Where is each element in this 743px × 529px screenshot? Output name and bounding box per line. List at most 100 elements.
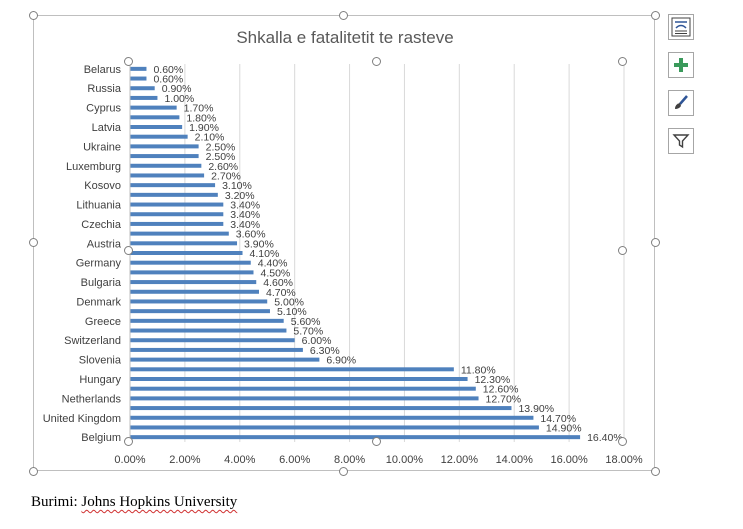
data-label: 0.60% (153, 64, 183, 76)
x-tick-label: 2.00% (169, 454, 200, 466)
resize-handle-top-left[interactable] (29, 11, 38, 20)
data-label: 3.40% (230, 219, 260, 231)
bar (130, 173, 205, 178)
chart-area[interactable]: Shkalla e fatalitetit te rasteve 0.00% 2.0… (33, 15, 655, 471)
category-label: Hungary (79, 374, 121, 386)
data-label: 2.60% (208, 161, 238, 173)
x-tick-label: 18.00% (605, 454, 643, 466)
plot-handle-left[interactable] (124, 246, 133, 255)
bar (130, 347, 303, 352)
add-chart-element-button[interactable] (668, 52, 694, 78)
data-label: 1.90% (189, 122, 219, 134)
bar (130, 105, 177, 110)
data-label: 1.70% (184, 103, 214, 115)
plot-handle-bottom-left[interactable] (124, 437, 133, 446)
data-label: 4.70% (266, 287, 296, 299)
resize-handle-left[interactable] (29, 238, 38, 247)
bar (130, 328, 287, 333)
category-label: Belarus (84, 64, 122, 76)
data-label: 12.60% (483, 384, 519, 396)
data-label: 4.40% (258, 258, 288, 270)
chart-title: Shkalla e fatalitetit te rasteve (236, 28, 453, 47)
category-label: Lithuania (76, 200, 122, 212)
bar (130, 396, 479, 401)
resize-handle-bottom[interactable] (339, 467, 348, 476)
bar (130, 318, 284, 323)
source-name: Johns Hopkins University (81, 494, 238, 510)
data-label: 4.10% (250, 248, 280, 260)
bar (130, 425, 539, 430)
chart-styles-button[interactable] (668, 90, 694, 116)
bar (130, 260, 251, 265)
data-label: 2.10% (195, 132, 225, 144)
data-label: 5.10% (277, 306, 307, 318)
bar (130, 76, 147, 81)
data-label: 1.00% (164, 93, 194, 105)
data-label: 0.60% (153, 74, 183, 86)
x-tick-label: 14.00% (496, 454, 534, 466)
bar-chart: Shkalla e fatalitetit te rasteve 0.00% 2.0… (43, 28, 643, 466)
data-label: 3.40% (230, 209, 260, 221)
data-label: 2.70% (211, 170, 241, 182)
category-label: Luxemburg (66, 161, 121, 173)
filter-icon (672, 134, 690, 149)
bar (130, 221, 224, 226)
source-prefix: Burimi: (31, 494, 78, 510)
plot-handle-bottom-right[interactable] (618, 437, 627, 446)
category-label: Belgium (81, 432, 121, 444)
bar (130, 202, 224, 207)
data-label: 3.60% (236, 229, 266, 241)
plot-handle-top[interactable] (372, 57, 381, 66)
resize-handle-bottom-right[interactable] (651, 467, 660, 476)
x-tick-label: 16.00% (550, 454, 588, 466)
bar (130, 357, 320, 362)
category-label: Russia (87, 83, 122, 95)
x-tick-label: 4.00% (224, 454, 255, 466)
bar (130, 386, 476, 391)
source-note: Burimi: Johns Hopkins University (31, 494, 237, 511)
data-label: 3.20% (225, 190, 255, 202)
category-label: United Kingdom (43, 413, 121, 425)
data-label: 3.90% (244, 238, 274, 250)
data-label: 6.00% (302, 335, 332, 347)
resize-handle-right[interactable] (651, 238, 660, 247)
data-label: 5.00% (274, 296, 304, 308)
chart-layout-icon (671, 17, 691, 37)
bar (130, 309, 270, 314)
resize-handle-top-right[interactable] (651, 11, 660, 20)
resize-handle-top[interactable] (339, 11, 348, 20)
data-label: 12.30% (475, 374, 511, 386)
bar (130, 66, 147, 71)
plot-handle-top-right[interactable] (618, 57, 627, 66)
data-label: 4.60% (263, 277, 293, 289)
chart-elements-layout-button[interactable] (668, 14, 694, 40)
chart-filters-button[interactable] (668, 128, 694, 154)
category-label: Germany (76, 258, 122, 270)
data-label: 12.70% (486, 393, 522, 405)
data-label: 6.30% (310, 345, 340, 357)
bar (130, 435, 581, 440)
brush-icon (675, 95, 688, 109)
category-label: Czechia (81, 219, 122, 231)
category-label: Ukraine (83, 141, 121, 153)
bar (130, 299, 268, 304)
category-label: Netherlands (62, 393, 122, 405)
bar (130, 406, 512, 411)
plot-handle-bottom[interactable] (372, 437, 381, 446)
x-tick-label: 8.00% (334, 454, 365, 466)
bar (130, 115, 180, 120)
bar (130, 125, 183, 129)
data-label: 5.70% (293, 326, 323, 338)
bar (130, 154, 199, 159)
bar (130, 183, 216, 188)
bar (130, 86, 155, 91)
x-tick-label: 0.00% (114, 454, 145, 466)
data-label: 14.90% (546, 422, 582, 434)
plot-handle-right[interactable] (618, 246, 627, 255)
plot-handle-top-left[interactable] (124, 57, 133, 66)
bar (130, 144, 199, 149)
category-label: Austria (87, 238, 122, 250)
bar (130, 241, 238, 246)
resize-handle-bottom-left[interactable] (29, 467, 38, 476)
bar (130, 212, 224, 217)
